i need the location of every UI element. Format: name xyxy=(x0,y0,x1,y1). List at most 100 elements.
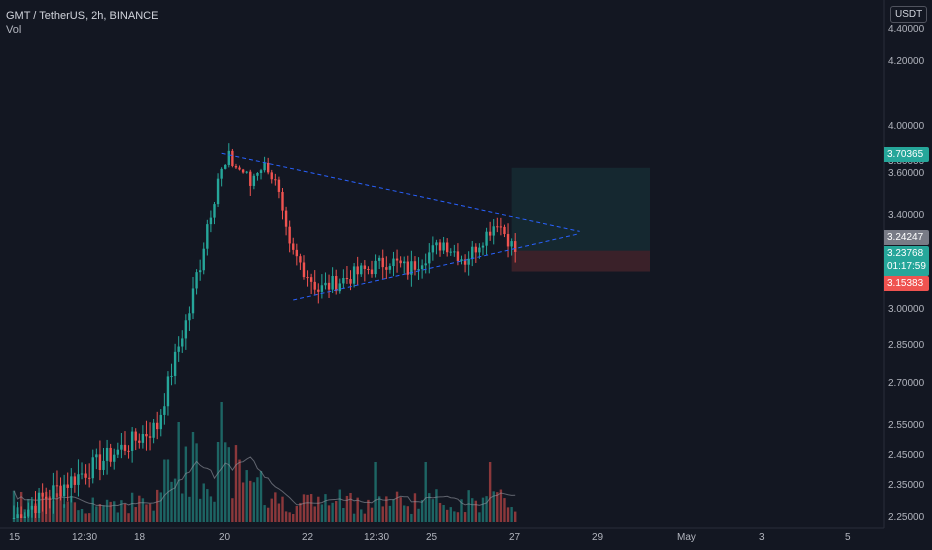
current-price-value: 3.23768 xyxy=(887,248,924,259)
volume-bar xyxy=(109,501,112,522)
chart-legend: GMT / TetherUS, 2h, BINANCE Vol xyxy=(6,9,158,37)
candle-body xyxy=(474,246,478,253)
volume-bar xyxy=(270,498,273,522)
current-price-tag: 3.23768 01:17:59 xyxy=(884,246,929,276)
volume-bar xyxy=(259,471,263,522)
volume-bar xyxy=(381,506,384,522)
volume-bar xyxy=(385,496,388,522)
candle-body xyxy=(385,267,388,270)
volume-bar xyxy=(224,442,227,522)
candle-body xyxy=(206,224,209,249)
price-tick-label: 2.70000 xyxy=(888,378,925,389)
candle-body xyxy=(224,164,227,169)
candle-body xyxy=(478,247,481,253)
volume-bar xyxy=(331,502,334,522)
candle-body xyxy=(485,231,488,246)
candle-body xyxy=(335,276,338,292)
volume-bar xyxy=(73,502,77,522)
volume-bar xyxy=(356,497,359,522)
candle-body xyxy=(471,246,474,259)
candle-body xyxy=(12,518,16,519)
candle-body xyxy=(284,210,288,227)
time-tick-label: 3 xyxy=(759,532,765,543)
candle-body xyxy=(59,485,62,497)
volume-bar xyxy=(134,507,137,522)
volume-bar xyxy=(84,513,87,522)
volume-bar xyxy=(438,502,442,522)
volume-bar xyxy=(313,506,316,522)
volume-bar xyxy=(152,510,155,522)
candle-body xyxy=(345,277,349,280)
volume-bar xyxy=(281,496,284,522)
volume-bar xyxy=(309,494,313,522)
candle-body xyxy=(77,474,80,485)
volume-bar xyxy=(431,499,435,522)
volume-bar xyxy=(181,493,184,522)
candle-body xyxy=(245,171,248,173)
trendline-upper[interactable] xyxy=(221,152,580,232)
volume-bar xyxy=(170,481,173,522)
candle-body xyxy=(363,265,367,269)
volume-bar xyxy=(392,499,395,522)
volume-bar xyxy=(148,503,152,522)
volume-bar xyxy=(460,499,463,522)
volume-bar xyxy=(220,402,223,522)
candle-body xyxy=(30,505,34,510)
volume-bar xyxy=(202,483,205,522)
candle-body xyxy=(281,191,284,211)
time-tick-label: 22 xyxy=(302,532,314,543)
time-tick-label: 27 xyxy=(509,532,521,543)
volume-bar xyxy=(317,496,320,522)
candle-body xyxy=(413,261,417,270)
volume-indicator-label[interactable]: Vol xyxy=(6,24,22,36)
volume-bar xyxy=(48,496,51,522)
currency-button[interactable]: USDT xyxy=(890,6,928,23)
volume-bar xyxy=(191,432,195,522)
time-tick-label: 20 xyxy=(219,532,231,543)
volume-bar xyxy=(417,508,420,522)
price-tick-label: 2.35000 xyxy=(888,480,925,491)
candle-body xyxy=(403,261,406,264)
symbol-title[interactable]: GMT / TetherUS, 2h, BINANCE xyxy=(6,10,159,22)
candle-body xyxy=(388,266,392,270)
time-axis[interactable]: 15 12:30 18 20 22 12:30 25 27 29 May 3 5 xyxy=(0,528,884,550)
candles xyxy=(12,143,517,519)
volume-bar xyxy=(231,498,234,522)
position-target-zone[interactable] xyxy=(511,167,650,251)
candle-body xyxy=(113,454,116,462)
volume-bar xyxy=(471,498,474,522)
candle-body xyxy=(410,261,413,275)
volume-bar xyxy=(467,490,470,522)
candle-body xyxy=(87,477,91,479)
candle-body xyxy=(506,234,510,247)
candle-body xyxy=(256,172,259,176)
candle-body xyxy=(220,168,223,179)
price-tick-label: 2.55000 xyxy=(888,420,925,431)
time-tick-label: 29 xyxy=(592,532,604,543)
candle-body xyxy=(238,167,241,170)
candle-body xyxy=(360,265,363,275)
candle-body xyxy=(417,269,420,271)
volume-bar xyxy=(478,512,481,522)
candle-body xyxy=(488,231,492,236)
volume-bar xyxy=(55,493,59,522)
volume-bar xyxy=(274,492,277,522)
candle-body xyxy=(352,266,356,284)
volume-bar xyxy=(320,504,324,522)
candle-body xyxy=(188,313,191,321)
candle-body xyxy=(309,277,313,282)
volume-bar xyxy=(145,504,148,522)
volume-bar xyxy=(288,512,291,522)
candle-body xyxy=(62,484,66,497)
volume-bar xyxy=(481,497,485,522)
candle-body xyxy=(510,241,513,247)
candle-body xyxy=(263,162,266,171)
position-stop-zone[interactable] xyxy=(511,250,650,272)
candle-body xyxy=(98,454,102,470)
volume-bar xyxy=(245,470,248,522)
candle-body xyxy=(138,440,141,443)
candle-body xyxy=(148,436,152,438)
volume-bar xyxy=(506,507,510,522)
volume-bar xyxy=(66,501,69,522)
